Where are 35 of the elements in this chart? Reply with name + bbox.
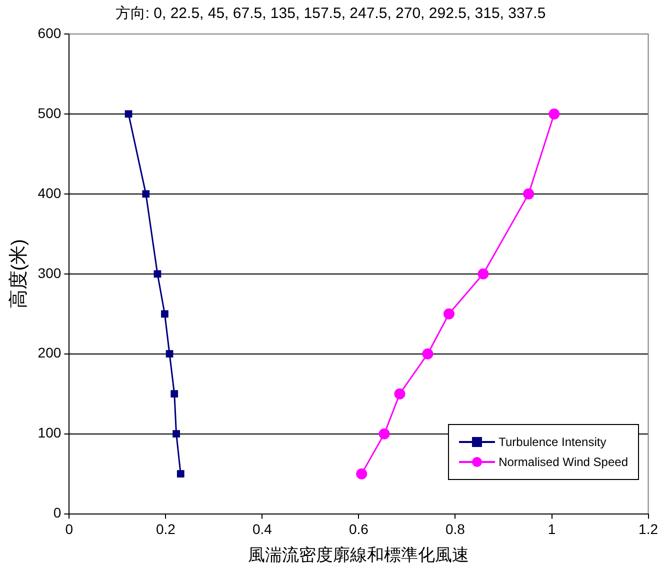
point — [176, 470, 184, 478]
chart-title: 方向: 0, 22.5, 45, 67.5, 135, 157.5, 247.5, 270, 292.5, 315, 337.5 — [114, 4, 547, 23]
x-tick-label: 0.8 — [446, 521, 466, 538]
point — [161, 310, 168, 318]
point — [142, 190, 150, 198]
x-tick-label: 0.4 — [252, 521, 272, 538]
point — [356, 468, 368, 480]
point — [523, 188, 534, 200]
legend-label: Turbulence Intensity — [498, 435, 606, 449]
y-tick-label: 100 — [38, 424, 62, 441]
point — [166, 350, 174, 358]
point — [378, 428, 390, 440]
y-tick-label: 600 — [38, 24, 62, 41]
point — [422, 348, 434, 360]
point — [172, 430, 180, 438]
x-tick-label: 0.2 — [156, 521, 176, 538]
point — [154, 270, 162, 278]
point — [548, 108, 560, 120]
y-tick-label: 400 — [38, 184, 62, 201]
point — [124, 110, 132, 118]
x-tick-label: 1 — [548, 521, 556, 538]
y-tick-label: 200 — [38, 344, 62, 361]
point — [170, 390, 178, 398]
x-tick-label: 1.2 — [638, 521, 658, 538]
y-axis-title: 高度(米) — [8, 239, 30, 309]
point — [443, 308, 454, 320]
legend-label: Normalised Wind Speed — [498, 455, 628, 469]
point — [394, 388, 406, 400]
x-tick-label: 0.6 — [348, 521, 369, 538]
y-tick-label: 500 — [38, 104, 62, 121]
y-tick-label: 300 — [38, 264, 62, 281]
point — [478, 268, 489, 280]
x-axis-title: 風湍流密度廓線和標準化風速 — [248, 545, 470, 564]
x-tick-label: 0 — [65, 521, 74, 538]
y-tick-label: 0 — [53, 504, 62, 521]
